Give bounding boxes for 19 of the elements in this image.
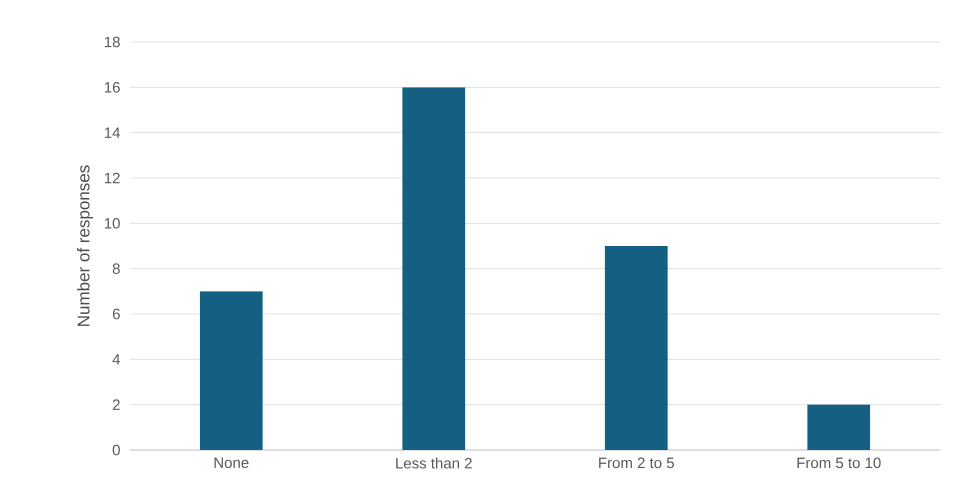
y-tick-label: 10	[104, 218, 120, 229]
bar	[200, 291, 263, 450]
x-tick-label: From 5 to 10	[797, 458, 881, 468]
y-tick-label: 18	[104, 36, 120, 48]
x-tick-label: None	[214, 458, 249, 468]
y-tick-label: 2	[112, 399, 120, 410]
y-tick-label: 8	[112, 263, 120, 274]
y-axis-title: Number of responses	[77, 165, 93, 326]
bar	[807, 404, 870, 450]
x-tick-label: Less than 2	[396, 458, 472, 469]
y-tick-label: 6	[112, 308, 120, 320]
bar	[604, 246, 668, 450]
y-tick-label: 16	[104, 82, 120, 93]
y-tick-label: 14	[104, 128, 120, 138]
x-tick-label: From 2 to 5	[599, 458, 674, 468]
y-tick-label: 0	[112, 444, 120, 456]
y-tick-label: 4	[112, 354, 120, 364]
y-tick-label: 12	[104, 172, 120, 184]
bar	[402, 87, 466, 450]
